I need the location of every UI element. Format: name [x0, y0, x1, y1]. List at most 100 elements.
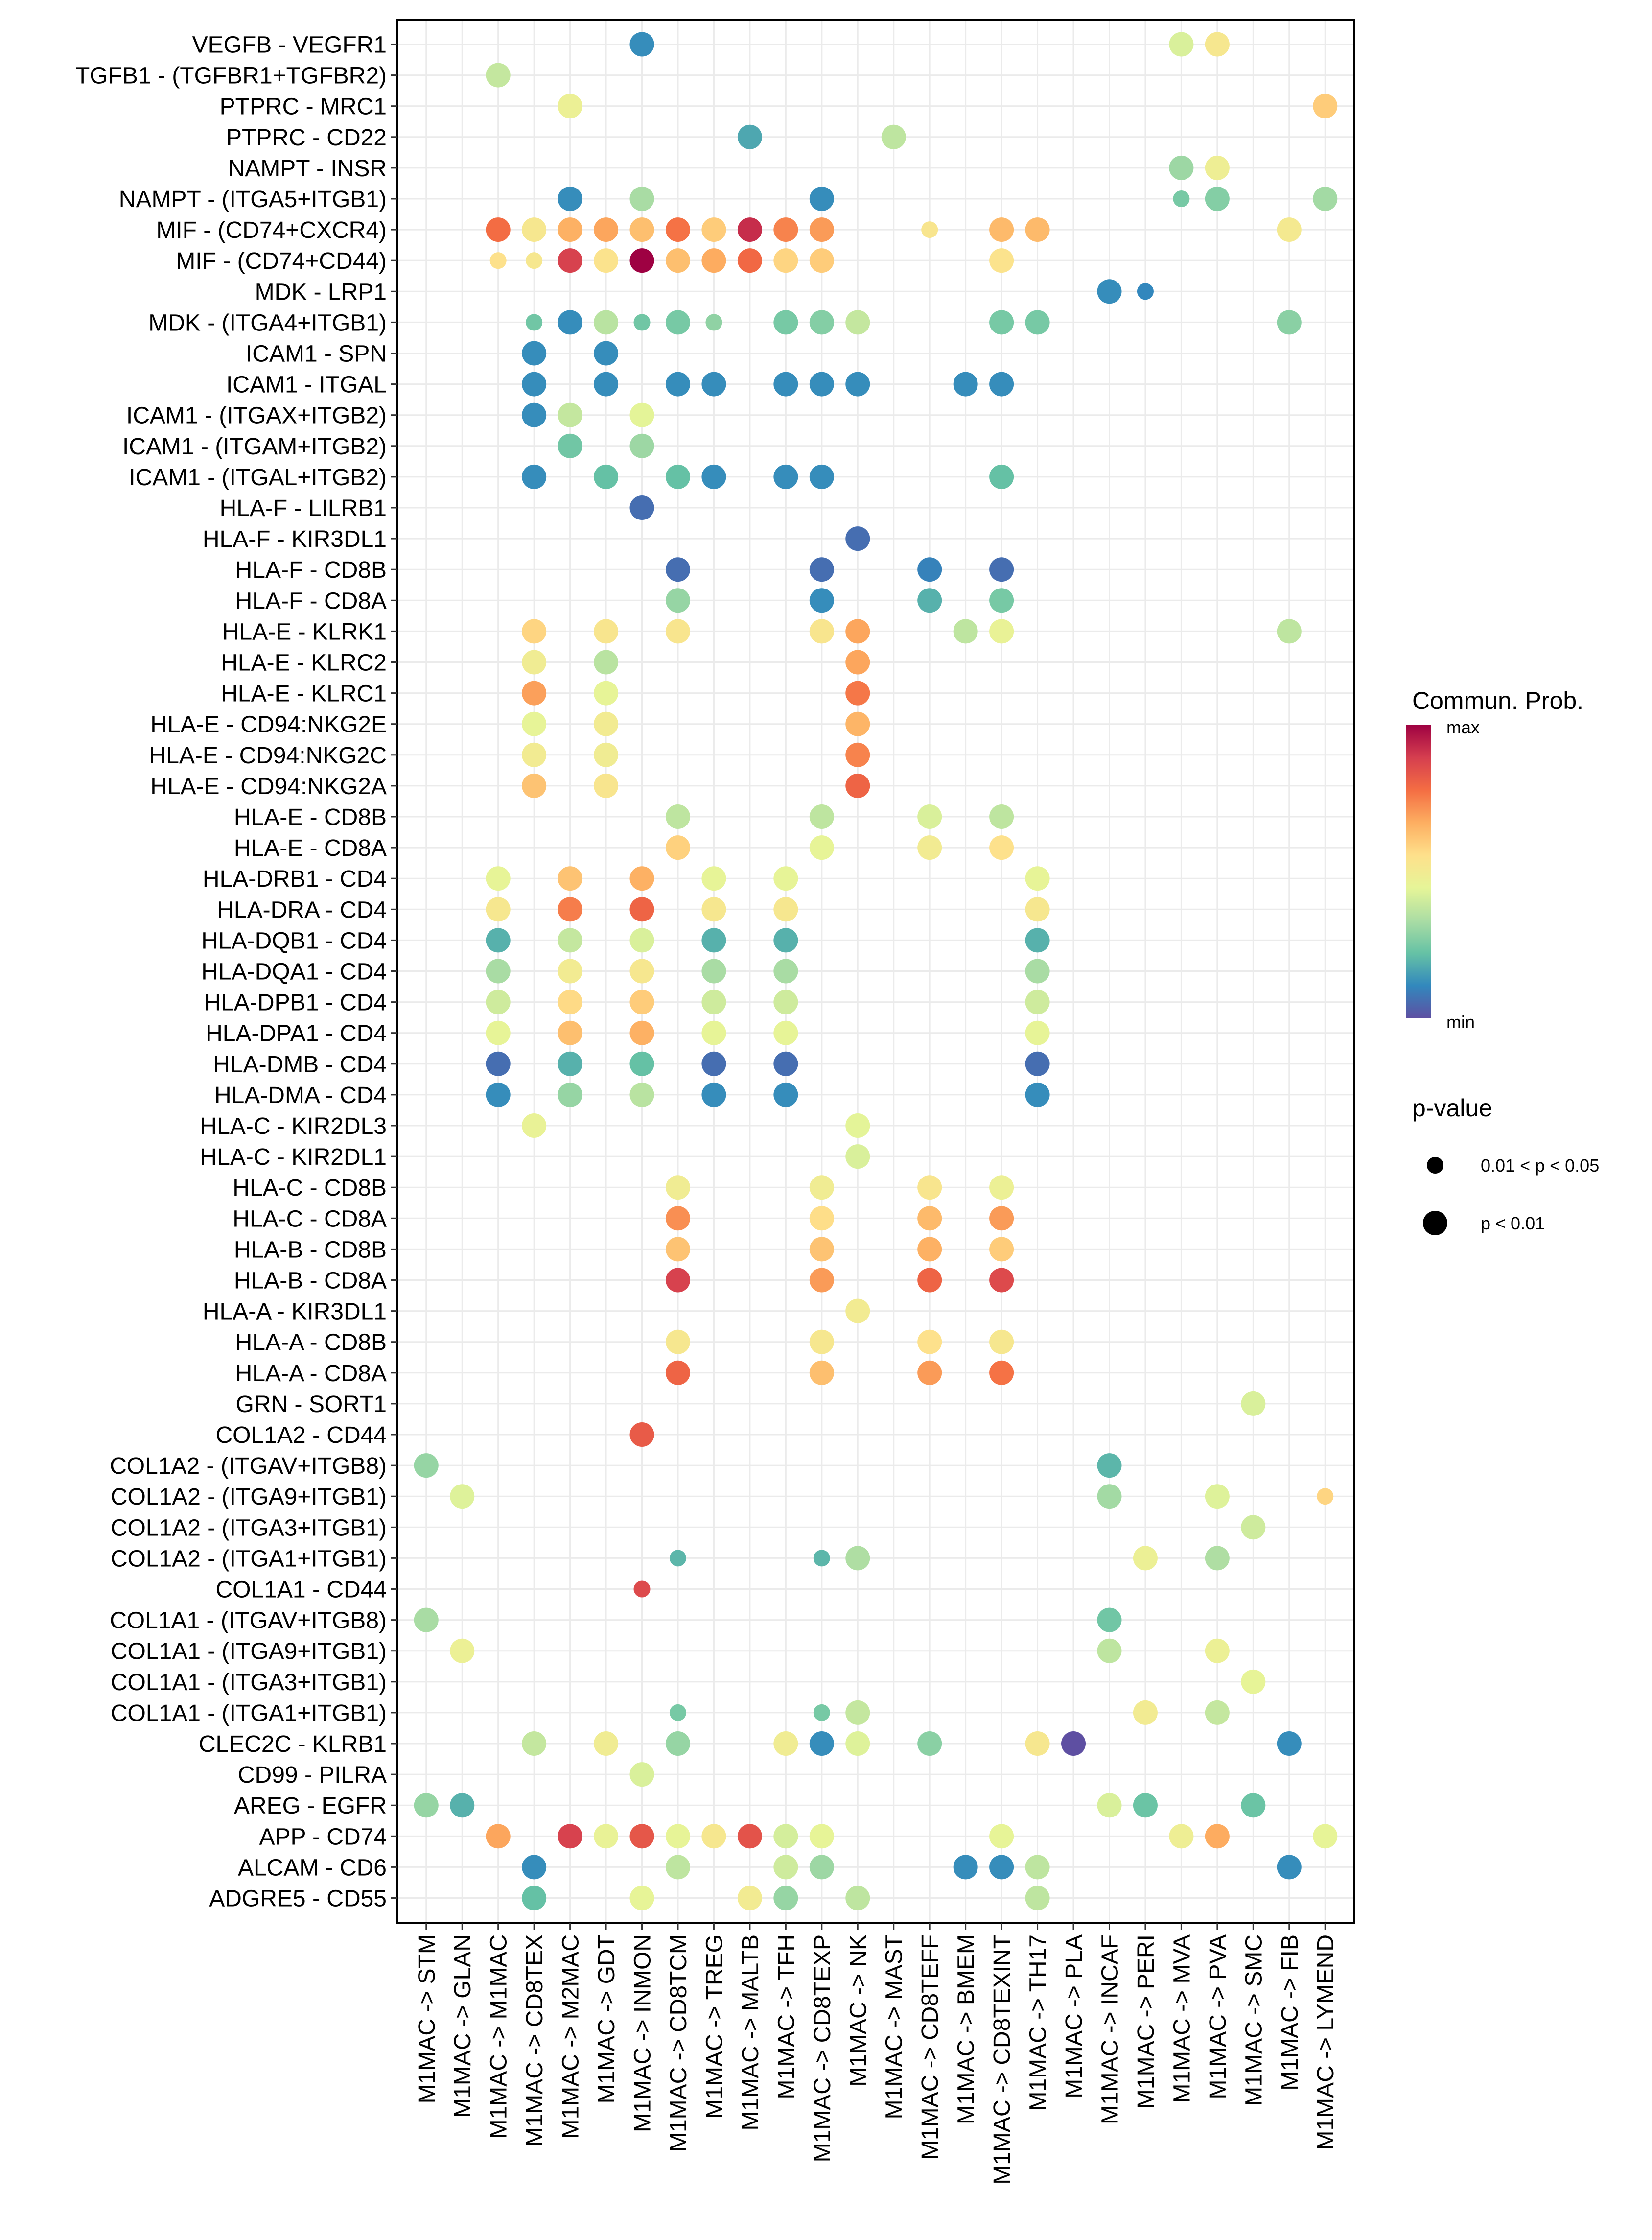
data-point [558, 310, 582, 335]
data-point [594, 310, 619, 335]
data-point [558, 1082, 582, 1107]
data-point [989, 588, 1014, 613]
y-tick-label: CD99 - PILRA [238, 1762, 387, 1788]
y-tick-label: APP - CD74 [259, 1824, 387, 1850]
data-point [522, 619, 547, 644]
data-point [522, 681, 547, 706]
data-point [845, 1700, 870, 1725]
data-point [773, 1020, 798, 1045]
data-point [558, 866, 582, 891]
data-point [1277, 1855, 1302, 1880]
data-point [701, 990, 726, 1014]
data-point [989, 835, 1014, 860]
y-tick-label: COL1A2 - (ITGA3+ITGB1) [111, 1515, 387, 1541]
data-point [486, 1051, 511, 1076]
data-point [594, 711, 619, 736]
data-point [594, 1824, 619, 1849]
data-point [1025, 959, 1050, 984]
data-point [486, 928, 511, 953]
data-point [594, 372, 619, 397]
data-point [809, 557, 834, 582]
y-tick-label: COL1A1 - (ITGA9+ITGB1) [111, 1639, 387, 1665]
y-tick-label: HLA-A - CD8B [235, 1330, 387, 1356]
size-legend-title: p-value [1412, 1094, 1492, 1122]
data-point [809, 835, 834, 860]
legend: Commun. Prob. max min p-value 0.01 < p <… [1406, 687, 1599, 1235]
x-tick-label: M1MAC -> INCAF [1097, 1934, 1123, 2124]
data-point [1025, 990, 1050, 1014]
data-point [1097, 1484, 1122, 1509]
size-legend-large-label: p < 0.01 [1481, 1213, 1545, 1233]
x-axis: M1MAC -> STM M1MAC -> GLAN M1MAC -> M1MAC M… [414, 1923, 1339, 2185]
data-point [1025, 897, 1050, 922]
data-point [809, 804, 834, 829]
x-tick-label: M1MAC -> CD8TEXP [810, 1934, 836, 2162]
data-point [629, 928, 654, 953]
y-tick-label: NAMPT - INSR [228, 156, 387, 182]
data-point [414, 1793, 439, 1818]
data-point [1025, 866, 1050, 891]
data-point [809, 310, 834, 335]
x-tick-label: M1MAC -> SMC [1241, 1934, 1267, 2106]
data-point [773, 990, 798, 1014]
data-point [594, 217, 619, 242]
grid [397, 20, 1354, 1923]
y-tick-label: ICAM1 - ITGAL [226, 372, 387, 398]
data-point [845, 372, 870, 397]
data-point [629, 32, 654, 57]
data-point [594, 464, 619, 489]
size-legend-small-label: 0.01 < p < 0.05 [1481, 1155, 1599, 1176]
x-tick-label: M1MAC -> CD8TEX [522, 1934, 548, 2146]
data-point [701, 866, 726, 891]
data-point [665, 217, 690, 242]
y-tick-label: HLA-B - CD8A [234, 1268, 387, 1294]
data-point [1241, 1515, 1266, 1540]
data-point [773, 1855, 798, 1880]
data-point [809, 1360, 834, 1385]
x-tick-label: M1MAC -> MAST [882, 1934, 907, 2119]
y-tick-label: HLA-DRB1 - CD4 [203, 866, 387, 892]
data-point [701, 248, 726, 273]
data-point [558, 248, 582, 273]
data-point [486, 217, 511, 242]
y-tick-label: HLA-DQA1 - CD4 [201, 959, 387, 985]
data-point [1025, 1855, 1050, 1880]
data-point [701, 1824, 726, 1849]
data-point [1169, 32, 1194, 57]
x-tick-label: M1MAC -> GDT [594, 1934, 620, 2103]
data-point [701, 1020, 726, 1045]
size-legend-large-dot [1423, 1211, 1447, 1235]
y-tick-label: HLA-E - CD8A [234, 835, 387, 861]
data-point [845, 1144, 870, 1169]
data-point [989, 1855, 1014, 1880]
data-point [629, 402, 654, 427]
data-point [845, 1546, 870, 1571]
y-tick-label: COL1A2 - (ITGA9+ITGB1) [111, 1484, 387, 1510]
data-point [665, 1731, 690, 1756]
x-tick-label: M1MAC -> GLAN [450, 1934, 476, 2118]
data-point [1097, 1793, 1122, 1818]
data-point [522, 742, 547, 767]
data-point [1169, 155, 1194, 180]
data-point [594, 619, 619, 644]
data-point [1205, 1484, 1230, 1509]
data-point [665, 588, 690, 613]
data-point [1313, 1824, 1338, 1849]
data-point [809, 1824, 834, 1849]
data-points [414, 32, 1338, 1910]
data-point [629, 897, 654, 922]
data-point [558, 1051, 582, 1076]
data-point [629, 1020, 654, 1045]
y-tick-label: COL1A2 - (ITGAV+ITGB8) [110, 1453, 387, 1479]
data-point [594, 1731, 619, 1756]
x-tick-label: M1MAC -> INMON [630, 1934, 656, 2132]
data-point [845, 1731, 870, 1756]
data-point [917, 835, 942, 860]
x-tick-label: M1MAC -> MVA [1169, 1934, 1195, 2103]
data-point [845, 650, 870, 675]
data-point [809, 1731, 834, 1756]
data-point [989, 1824, 1014, 1849]
data-point [1277, 217, 1302, 242]
data-point [522, 341, 547, 366]
